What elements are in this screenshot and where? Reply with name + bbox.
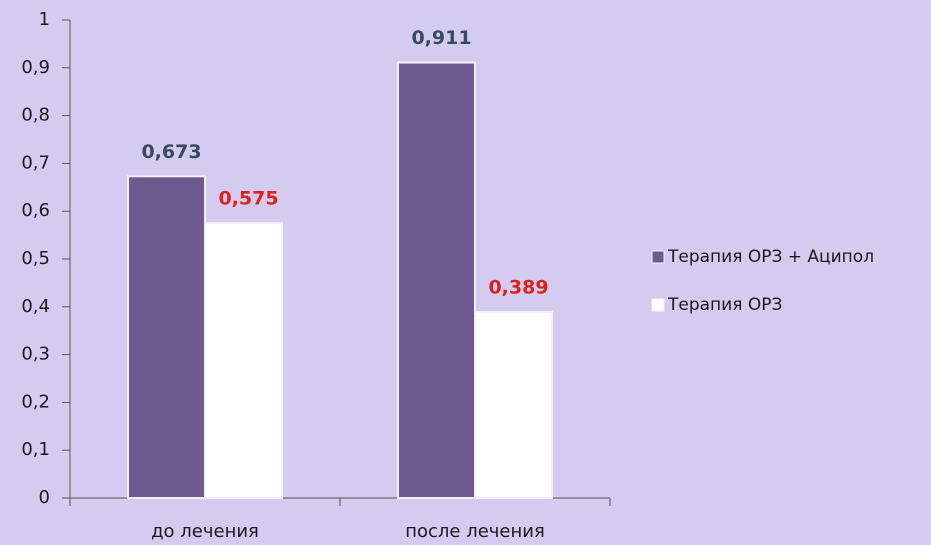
bar (397, 61, 476, 500)
y-tick-label: 0,9 (21, 57, 50, 78)
y-tick-label: 0,5 (21, 248, 50, 269)
bar (474, 311, 553, 500)
y-tick-label: 0 (39, 487, 50, 508)
x-tick-label: после лечения (405, 521, 545, 542)
legend-swatch (651, 250, 665, 264)
value-label: 0,911 (411, 27, 471, 49)
y-tick-label: 0,7 (21, 152, 50, 173)
legend-swatch (651, 298, 665, 312)
y-tick-label: 1 (39, 9, 50, 30)
y-tick-label: 0,2 (21, 391, 50, 412)
legend-label: Терапия ОРЗ + Аципол (667, 247, 874, 267)
y-tick-label: 0,6 (21, 200, 50, 221)
y-tick-label: 0,4 (21, 296, 50, 317)
y-tick-label: 0,8 (21, 105, 50, 126)
value-label: 0,389 (488, 277, 548, 299)
bar (127, 175, 206, 499)
value-label: 0,673 (141, 141, 201, 163)
y-tick-label: 0,1 (21, 439, 50, 460)
x-tick-label: до лечения (151, 521, 259, 542)
legend-label: Терапия ОРЗ (667, 295, 782, 315)
y-tick-label: 0,3 (21, 344, 50, 365)
bar (204, 222, 283, 499)
value-label: 0,575 (218, 188, 278, 210)
